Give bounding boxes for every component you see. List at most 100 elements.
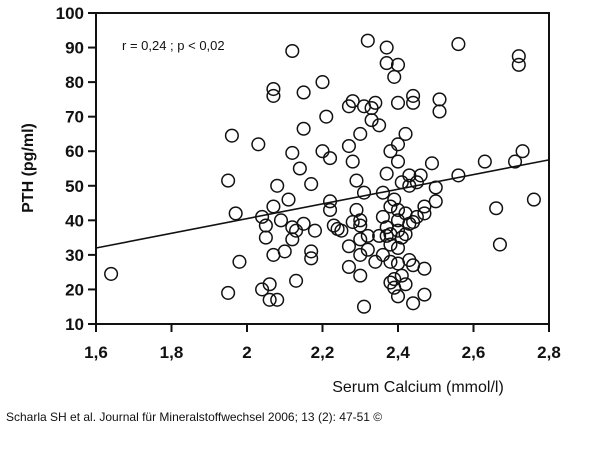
- data-point: [323, 202, 338, 218]
- data-point: [379, 40, 394, 55]
- data-point: [266, 199, 281, 214]
- data-point: [221, 285, 236, 300]
- data-point: [489, 201, 504, 216]
- x-tick-label: 2,6: [462, 343, 486, 362]
- data-point: [228, 206, 243, 221]
- data-point: [406, 88, 421, 103]
- data-point: [296, 85, 311, 100]
- data-point: [390, 154, 406, 169]
- data-point: [266, 88, 281, 103]
- data-point: [372, 228, 387, 243]
- y-tick-label: 30: [65, 246, 84, 265]
- data-point: [432, 92, 447, 107]
- y-tick-label: 10: [65, 315, 84, 334]
- data-point: [345, 94, 360, 109]
- data-point: [353, 232, 368, 247]
- data-point: [255, 282, 270, 297]
- data-point: [387, 272, 402, 287]
- data-point: [394, 268, 409, 283]
- data-point: [394, 230, 409, 245]
- data-point: [285, 232, 300, 247]
- data-point: [383, 199, 398, 214]
- data-point: [390, 202, 406, 218]
- data-point: [368, 95, 383, 110]
- data-point: [304, 244, 319, 259]
- data-point: [398, 227, 413, 242]
- data-point: [424, 156, 440, 171]
- data-point: [477, 154, 492, 169]
- data-point: [285, 43, 300, 59]
- data-point: [353, 213, 368, 228]
- data-point: [345, 154, 360, 169]
- data-point: [262, 277, 277, 292]
- data-point: [417, 261, 432, 276]
- data-point: [262, 292, 277, 307]
- x-tick-label: 2,4: [386, 343, 410, 362]
- data-point: [270, 292, 285, 307]
- data-point: [451, 168, 466, 183]
- data-point: [221, 173, 236, 188]
- data-point: [326, 218, 341, 233]
- data-point: [304, 177, 319, 192]
- data-point: [390, 223, 406, 238]
- y-axis-label: PTH (pg/ml): [20, 123, 37, 213]
- data-point: [413, 168, 428, 183]
- data-point: [390, 57, 406, 72]
- data-point: [428, 180, 443, 195]
- data-point: [353, 218, 368, 233]
- data-point: [390, 95, 406, 110]
- data-point: [428, 194, 443, 209]
- data-point: [292, 161, 307, 176]
- data-point: [315, 75, 330, 90]
- data-point: [406, 296, 421, 311]
- data-point: [285, 145, 300, 160]
- data-point: [353, 268, 368, 283]
- data-point: [224, 128, 239, 143]
- data-point: [360, 228, 375, 243]
- x-tick-label: 1,8: [160, 343, 184, 362]
- data-point: [353, 247, 368, 262]
- y-axis: 10 20 30 40 50 60 70 80 90 100: [56, 4, 96, 334]
- data-point: [281, 192, 296, 207]
- data-point: [341, 259, 356, 275]
- data-point: [387, 192, 402, 207]
- data-point: [349, 173, 364, 188]
- data-point: [323, 194, 338, 209]
- data-point: [383, 237, 398, 252]
- data-point: [353, 126, 368, 141]
- data-point: [368, 254, 383, 269]
- data-points: [104, 33, 541, 314]
- y-tick-label: 70: [65, 108, 84, 127]
- data-point: [304, 251, 319, 266]
- data-point: [277, 244, 292, 259]
- data-point: [104, 266, 119, 281]
- data-point: [375, 185, 390, 200]
- y-tick-label: 20: [65, 280, 84, 299]
- data-point: [379, 166, 394, 181]
- data-point: [319, 109, 334, 124]
- data-point: [255, 209, 270, 224]
- data-point: [289, 273, 304, 288]
- data-point: [375, 209, 390, 224]
- data-point: [511, 57, 526, 72]
- y-tick-label: 90: [65, 39, 84, 58]
- data-point: [364, 113, 379, 128]
- data-point: [406, 95, 421, 110]
- scatter-chart: 10 20 30 40 50 60 70 80 90 100 1,6 1,8 2 2,2 2,4 2,6 2,…: [20, 4, 561, 396]
- x-axis-label: Serum Calcium (mmol/l): [332, 379, 504, 396]
- data-point: [379, 56, 394, 71]
- data-point: [232, 254, 247, 269]
- data-point: [511, 49, 526, 64]
- data-point: [356, 185, 372, 200]
- data-point: [398, 126, 413, 141]
- data-point: [507, 154, 523, 169]
- x-axis: 1,6 1,8 2 2,2 2,4 2,6 2,8: [84, 324, 561, 362]
- x-tick-label: 2: [242, 343, 251, 362]
- data-point: [451, 37, 466, 52]
- data-point: [387, 69, 402, 84]
- y-tick-label: 100: [56, 4, 84, 23]
- data-point: [360, 33, 375, 48]
- data-point: [273, 213, 289, 228]
- plot-frame: [95, 12, 550, 325]
- data-point: [360, 242, 375, 257]
